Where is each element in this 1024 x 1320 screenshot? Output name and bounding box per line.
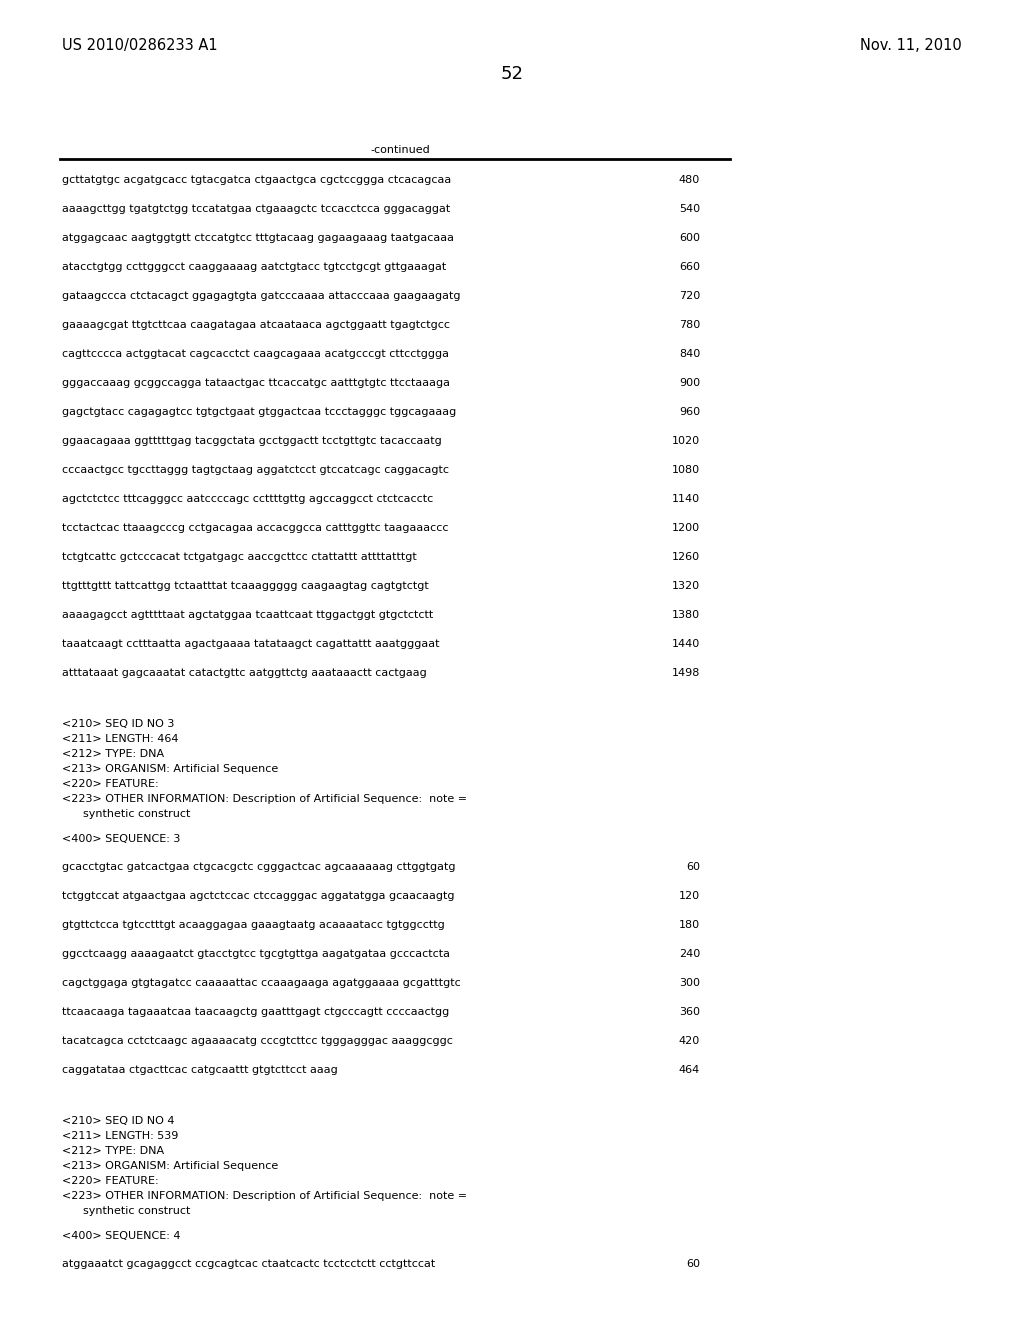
Text: <211> LENGTH: 464: <211> LENGTH: 464: [62, 734, 178, 744]
Text: gagctgtacc cagagagtcc tgtgctgaat gtggactcaa tccctagggc tggcagaaag: gagctgtacc cagagagtcc tgtgctgaat gtggact…: [62, 407, 457, 417]
Text: Nov. 11, 2010: Nov. 11, 2010: [860, 38, 962, 53]
Text: 1380: 1380: [672, 610, 700, 620]
Text: 360: 360: [679, 1007, 700, 1016]
Text: cccaactgcc tgccttaggg tagtgctaag aggatctcct gtccatcagc caggacagtc: cccaactgcc tgccttaggg tagtgctaag aggatct…: [62, 465, 449, 475]
Text: 464: 464: [679, 1065, 700, 1074]
Text: gcttatgtgc acgatgcacc tgtacgatca ctgaactgca cgctccggga ctcacagcaa: gcttatgtgc acgatgcacc tgtacgatca ctgaact…: [62, 176, 452, 185]
Text: 60: 60: [686, 1259, 700, 1269]
Text: ttcaacaaga tagaaatcaa taacaagctg gaatttgagt ctgcccagtt ccccaactgg: ttcaacaaga tagaaatcaa taacaagctg gaatttg…: [62, 1007, 450, 1016]
Text: 120: 120: [679, 891, 700, 902]
Text: gggaccaaag gcggccagga tataactgac ttcaccatgc aatttgtgtc ttcctaaaga: gggaccaaag gcggccagga tataactgac ttcacca…: [62, 378, 450, 388]
Text: tctgtcattc gctcccacat tctgatgagc aaccgcttcc ctattattt attttatttgt: tctgtcattc gctcccacat tctgatgagc aaccgct…: [62, 552, 417, 562]
Text: taaatcaagt cctttaatta agactgaaaa tatataagct cagattattt aaatgggaat: taaatcaagt cctttaatta agactgaaaa tatataa…: [62, 639, 439, 649]
Text: 780: 780: [679, 319, 700, 330]
Text: <210> SEQ ID NO 3: <210> SEQ ID NO 3: [62, 719, 174, 729]
Text: 900: 900: [679, 378, 700, 388]
Text: 660: 660: [679, 261, 700, 272]
Text: tacatcagca cctctcaagc agaaaacatg cccgtcttcc tgggagggac aaaggcggc: tacatcagca cctctcaagc agaaaacatg cccgtct…: [62, 1036, 453, 1045]
Text: US 2010/0286233 A1: US 2010/0286233 A1: [62, 38, 218, 53]
Text: atggaaatct gcagaggcct ccgcagtcac ctaatcactc tcctcctctt cctgttccat: atggaaatct gcagaggcct ccgcagtcac ctaatca…: [62, 1259, 435, 1269]
Text: gtgttctcca tgtcctttgt acaaggagaa gaaagtaatg acaaaatacc tgtggccttg: gtgttctcca tgtcctttgt acaaggagaa gaaagta…: [62, 920, 444, 931]
Text: 1260: 1260: [672, 552, 700, 562]
Text: gataagccca ctctacagct ggagagtgta gatcccaaaa attacccaaa gaagaagatg: gataagccca ctctacagct ggagagtgta gatccca…: [62, 290, 461, 301]
Text: 300: 300: [679, 978, 700, 987]
Text: <223> OTHER INFORMATION: Description of Artificial Sequence:  note =: <223> OTHER INFORMATION: Description of …: [62, 795, 467, 804]
Text: tcctactcac ttaaagcccg cctgacagaa accacggcca catttggttc taagaaaccc: tcctactcac ttaaagcccg cctgacagaa accacgg…: [62, 523, 449, 533]
Text: -continued: -continued: [370, 145, 430, 154]
Text: ttgtttgttt tattcattgg tctaatttat tcaaaggggg caagaagtag cagtgtctgt: ttgtttgttt tattcattgg tctaatttat tcaaagg…: [62, 581, 429, 591]
Text: 180: 180: [679, 920, 700, 931]
Text: 52: 52: [501, 65, 523, 83]
Text: 60: 60: [686, 862, 700, 873]
Text: 240: 240: [679, 949, 700, 960]
Text: 600: 600: [679, 234, 700, 243]
Text: 1320: 1320: [672, 581, 700, 591]
Text: gaaaagcgat ttgtcttcaa caagatagaa atcaataaca agctggaatt tgagtctgcc: gaaaagcgat ttgtcttcaa caagatagaa atcaata…: [62, 319, 450, 330]
Text: caggatataa ctgacttcac catgcaattt gtgtcttcct aaag: caggatataa ctgacttcac catgcaattt gtgtctt…: [62, 1065, 338, 1074]
Text: <223> OTHER INFORMATION: Description of Artificial Sequence:  note =: <223> OTHER INFORMATION: Description of …: [62, 1191, 467, 1201]
Text: <213> ORGANISM: Artificial Sequence: <213> ORGANISM: Artificial Sequence: [62, 1162, 279, 1171]
Text: synthetic construct: synthetic construct: [62, 1206, 190, 1216]
Text: synthetic construct: synthetic construct: [62, 809, 190, 818]
Text: atacctgtgg ccttgggcct caaggaaaag aatctgtacc tgtcctgcgt gttgaaagat: atacctgtgg ccttgggcct caaggaaaag aatctgt…: [62, 261, 446, 272]
Text: aaaagcttgg tgatgtctgg tccatatgaa ctgaaagctc tccacctcca gggacaggat: aaaagcttgg tgatgtctgg tccatatgaa ctgaaag…: [62, 205, 451, 214]
Text: <212> TYPE: DNA: <212> TYPE: DNA: [62, 748, 164, 759]
Text: <400> SEQUENCE: 3: <400> SEQUENCE: 3: [62, 834, 180, 843]
Text: atttataaat gagcaaatat catactgttc aatggttctg aaataaactt cactgaag: atttataaat gagcaaatat catactgttc aatggtt…: [62, 668, 427, 678]
Text: 960: 960: [679, 407, 700, 417]
Text: 1140: 1140: [672, 494, 700, 504]
Text: <400> SEQUENCE: 4: <400> SEQUENCE: 4: [62, 1232, 180, 1241]
Text: 1080: 1080: [672, 465, 700, 475]
Text: <213> ORGANISM: Artificial Sequence: <213> ORGANISM: Artificial Sequence: [62, 764, 279, 774]
Text: gcacctgtac gatcactgaa ctgcacgctc cgggactcac agcaaaaaag cttggtgatg: gcacctgtac gatcactgaa ctgcacgctc cgggact…: [62, 862, 456, 873]
Text: aaaagagcct agtttttaat agctatggaa tcaattcaat ttggactggt gtgctctctt: aaaagagcct agtttttaat agctatggaa tcaattc…: [62, 610, 433, 620]
Text: 840: 840: [679, 348, 700, 359]
Text: tctggtccat atgaactgaa agctctccac ctccagggac aggatatgga gcaacaagtg: tctggtccat atgaactgaa agctctccac ctccagg…: [62, 891, 455, 902]
Text: <220> FEATURE:: <220> FEATURE:: [62, 1176, 159, 1185]
Text: agctctctcc tttcagggcc aatccccagc ccttttgttg agccaggcct ctctcacctc: agctctctcc tttcagggcc aatccccagc ccttttg…: [62, 494, 433, 504]
Text: cagttcccca actggtacat cagcacctct caagcagaaa acatgcccgt cttcctggga: cagttcccca actggtacat cagcacctct caagcag…: [62, 348, 449, 359]
Text: <211> LENGTH: 539: <211> LENGTH: 539: [62, 1131, 178, 1140]
Text: 1440: 1440: [672, 639, 700, 649]
Text: <210> SEQ ID NO 4: <210> SEQ ID NO 4: [62, 1115, 174, 1126]
Text: 1498: 1498: [672, 668, 700, 678]
Text: cagctggaga gtgtagatcc caaaaattac ccaaagaaga agatggaaaa gcgatttgtc: cagctggaga gtgtagatcc caaaaattac ccaaaga…: [62, 978, 461, 987]
Text: 1020: 1020: [672, 436, 700, 446]
Text: 1200: 1200: [672, 523, 700, 533]
Text: 480: 480: [679, 176, 700, 185]
Text: ggcctcaagg aaaagaatct gtacctgtcc tgcgtgttga aagatgataa gcccactcta: ggcctcaagg aaaagaatct gtacctgtcc tgcgtgt…: [62, 949, 450, 960]
Text: atggagcaac aagtggtgtt ctccatgtcc tttgtacaag gagaagaaag taatgacaaa: atggagcaac aagtggtgtt ctccatgtcc tttgtac…: [62, 234, 454, 243]
Text: <212> TYPE: DNA: <212> TYPE: DNA: [62, 1146, 164, 1156]
Text: 720: 720: [679, 290, 700, 301]
Text: ggaacagaaa ggtttttgag tacggctata gcctggactt tcctgttgtc tacaccaatg: ggaacagaaa ggtttttgag tacggctata gcctgga…: [62, 436, 441, 446]
Text: 540: 540: [679, 205, 700, 214]
Text: <220> FEATURE:: <220> FEATURE:: [62, 779, 159, 789]
Text: 420: 420: [679, 1036, 700, 1045]
